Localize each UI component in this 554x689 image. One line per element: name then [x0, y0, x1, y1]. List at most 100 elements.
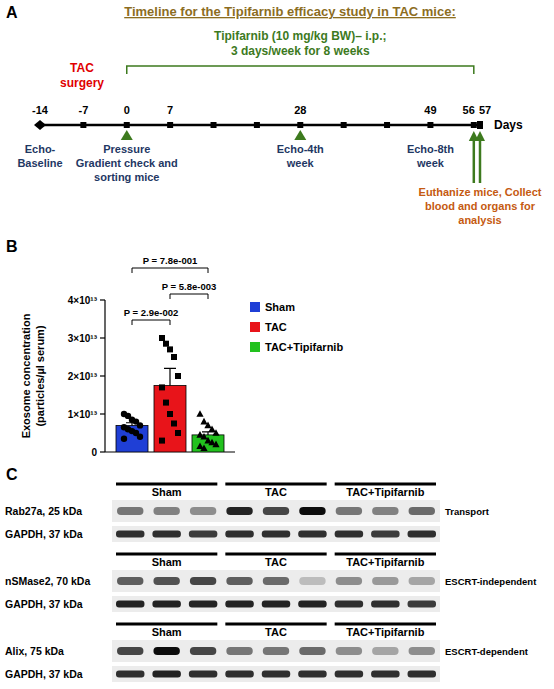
band — [117, 647, 143, 655]
week-mark — [211, 122, 217, 128]
loading-band — [335, 671, 363, 678]
week-mark — [297, 122, 303, 128]
data-point — [167, 346, 173, 352]
significance-bracket — [132, 320, 170, 325]
day-tick: 0 — [124, 104, 130, 116]
data-point — [159, 438, 165, 444]
band — [299, 577, 325, 585]
band — [336, 577, 362, 585]
data-point — [171, 354, 177, 360]
data-point — [175, 373, 181, 379]
day-tick: 56 — [463, 104, 475, 116]
blot-membrane — [112, 640, 440, 662]
band — [336, 647, 362, 655]
loading-label: GAPDH, 37 kDa — [5, 528, 83, 540]
pathway-label: ESCRT-dependent — [445, 646, 529, 657]
event-text: week — [416, 157, 445, 169]
treatment-text: 3 days/week for 8 weeks — [231, 44, 370, 58]
band — [153, 577, 179, 585]
data-point — [159, 335, 165, 341]
legend-label: TAC+Tipifarnib — [265, 341, 343, 353]
bar — [154, 386, 186, 453]
data-point — [163, 341, 169, 347]
event-triangle — [294, 130, 306, 140]
loading-band — [262, 671, 290, 678]
y-axis-label: Exosome concentration — [20, 313, 32, 438]
loading-band — [225, 601, 253, 608]
protein-label: nSMase2, 70 kDa — [5, 575, 90, 587]
loading-band — [189, 601, 217, 608]
blot-membrane — [112, 596, 440, 612]
band — [372, 647, 398, 655]
y-axis-label: (particles/µl serum) — [34, 325, 46, 426]
loading-band — [116, 671, 144, 678]
timeline-axis — [40, 124, 480, 127]
data-point — [200, 444, 207, 451]
loading-band — [152, 531, 180, 538]
event-text: week — [286, 157, 315, 169]
y-tick-label: 1×10¹³ — [68, 409, 98, 420]
protein-label: Rab27a, 25 kDa — [5, 505, 82, 517]
data-point — [200, 433, 207, 440]
loading-band — [225, 531, 253, 538]
surgery-text: TAC — [70, 61, 94, 75]
week-mark — [341, 122, 347, 128]
band — [153, 647, 179, 655]
band — [336, 507, 362, 515]
legend-swatch — [250, 322, 260, 332]
blot-membrane — [112, 526, 440, 542]
band — [372, 507, 398, 515]
loading-band — [152, 601, 180, 608]
event-text: Gradient check and — [76, 157, 178, 169]
loading-band — [371, 601, 399, 608]
loading-band — [371, 531, 399, 538]
loading-band — [335, 531, 363, 538]
event-arrowhead — [475, 131, 485, 141]
week-mark — [427, 122, 433, 128]
treatment-text: Tipifarnib (10 mg/kg BW)– i.p.; — [214, 29, 386, 43]
y-tick-label: 4×10¹³ — [68, 295, 98, 306]
loading-band — [225, 671, 253, 678]
figure: ABCTimeline for the Tipifarnib efficacy … — [0, 0, 554, 689]
data-point — [121, 436, 127, 442]
loading-band — [298, 671, 326, 678]
data-point — [212, 441, 219, 448]
band — [409, 647, 435, 655]
day-tick: 7 — [167, 104, 173, 116]
group-label: TAC+Tipifarnib — [346, 486, 424, 498]
significance-bracket — [132, 268, 208, 273]
axis-end — [477, 121, 483, 129]
blot-membrane — [112, 570, 440, 592]
y-tick — [100, 451, 105, 452]
band — [226, 577, 252, 585]
panel-label: C — [6, 466, 18, 483]
event-text: Echo-8th — [407, 143, 454, 155]
data-point — [159, 384, 165, 390]
event-text: sorting mice — [94, 171, 159, 183]
week-mark — [167, 122, 173, 128]
marks — [116, 335, 224, 452]
event-text: Echo-4th — [277, 143, 324, 155]
pathway-label: Transport — [445, 506, 490, 517]
band — [409, 507, 435, 515]
loading-band — [189, 531, 217, 538]
band — [372, 577, 398, 585]
week-mark — [80, 122, 86, 128]
band — [226, 507, 252, 515]
data-point — [212, 429, 219, 436]
event-text: Pressure — [103, 143, 150, 155]
band — [299, 507, 325, 515]
data-point — [137, 434, 143, 440]
band — [190, 647, 216, 655]
day-tick: -14 — [32, 104, 49, 116]
band — [153, 507, 179, 515]
event-arrow — [473, 139, 476, 183]
panel-label: A — [6, 4, 18, 21]
event-triangle — [121, 130, 133, 140]
loading-band — [298, 601, 326, 608]
band — [117, 507, 143, 515]
band — [299, 647, 325, 655]
p-value: P = 2.9e-002 — [124, 307, 179, 318]
loading-band — [298, 531, 326, 538]
band — [117, 577, 143, 585]
